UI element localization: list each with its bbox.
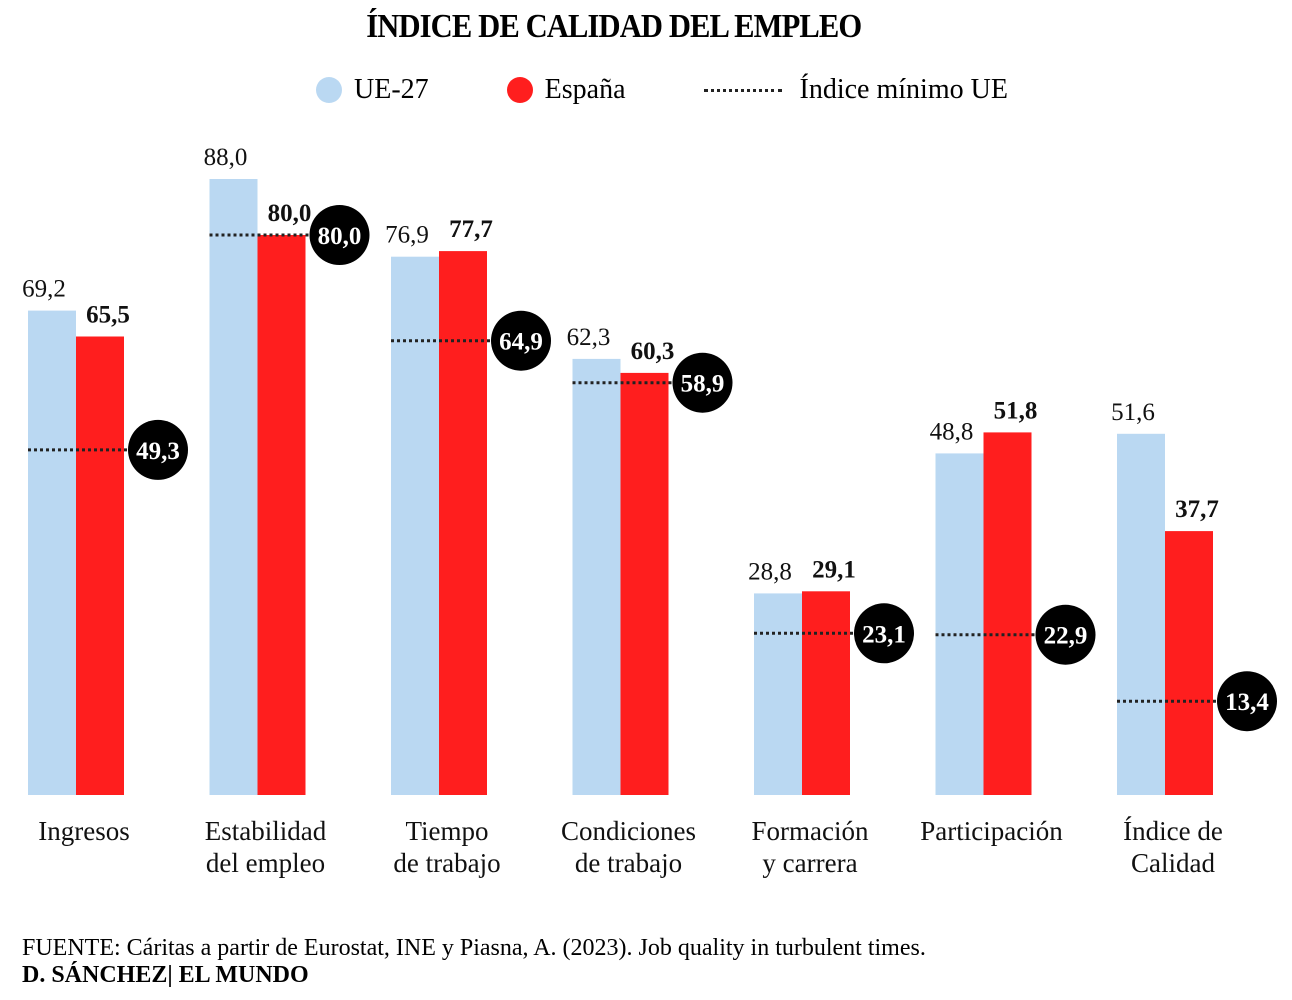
min-index-marker (309, 205, 370, 265)
bar-ue27 (391, 256, 439, 795)
legend-swatch-espana (506, 77, 533, 103)
min-index-label: 23,1 (862, 621, 906, 648)
chart-title: ÍNDICE DE CALIDAD DEL EMPLEO (366, 8, 862, 45)
min-index-marker (128, 419, 188, 480)
min-index-marker (491, 310, 551, 371)
category-label: y carrera (762, 848, 857, 878)
bar-espana (1165, 531, 1213, 795)
min-index-label: 49,3 (136, 438, 180, 465)
bar-ue27 (28, 310, 76, 795)
bar-ue27 (935, 453, 984, 795)
min-index-label: 22,9 (1044, 623, 1088, 650)
category-label: Calidad (1131, 848, 1215, 878)
data-label: 77,7 (449, 216, 493, 243)
data-label: 51,8 (994, 397, 1038, 424)
category-label: del empleo (206, 848, 325, 878)
category-label: Condiciones (561, 816, 696, 846)
bar-espana (257, 235, 306, 795)
legend: UE-27 España Índice mínimo UE (316, 74, 1086, 106)
data-label: 37,7 (1175, 496, 1219, 523)
min-index-marker (854, 603, 914, 664)
data-label: 69,2 (22, 276, 66, 303)
data-label: 76,9 (385, 222, 429, 249)
category-label: de trabajo (575, 848, 682, 878)
category-label: Ingresos (38, 816, 129, 846)
category-label: Formación (752, 816, 869, 846)
bar-espana (983, 432, 1032, 795)
legend-label: UE-27 (354, 74, 429, 105)
source-note: FUENTE: Cáritas a partir de Eurostat, IN… (22, 935, 926, 961)
bar-ue27 (1117, 433, 1165, 795)
min-index-label: 80,0 (318, 223, 362, 250)
min-index-marker (672, 352, 733, 413)
bar-espana (439, 251, 487, 796)
bar-espana (76, 336, 124, 795)
legend-label: Índice mínimo UE (799, 74, 1008, 105)
footer: FUENTE: Cáritas a partir de Eurostat, IN… (22, 935, 926, 989)
bar-espana (620, 372, 669, 795)
category-label: Índice de (1123, 816, 1223, 846)
min-index-marker (1035, 604, 1096, 665)
data-label: 28,8 (748, 558, 792, 585)
category-label: Estabilidad (205, 816, 327, 846)
category-label: Participación (920, 816, 1063, 846)
data-label: 62,3 (567, 324, 611, 351)
data-label: 48,8 (930, 418, 974, 445)
data-label: 88,0 (204, 144, 248, 171)
category-label: Tiempo (405, 816, 488, 846)
data-label: 65,5 (86, 302, 130, 329)
data-label: 60,3 (631, 338, 675, 365)
bar-ue27 (209, 179, 258, 795)
legend-ue27: UE-27 (316, 74, 429, 106)
data-label: 29,1 (812, 556, 856, 583)
legend-label: España (544, 74, 626, 105)
legend-dotted-line (703, 88, 782, 92)
credit: D. SÁNCHEZ| EL MUNDO (22, 962, 309, 988)
bar-ue27 (572, 358, 621, 795)
min-index-label: 58,9 (681, 371, 725, 398)
category-label: de trabajo (393, 848, 500, 878)
min-index-label: 64,9 (499, 329, 543, 356)
data-label: 80,0 (268, 200, 312, 227)
bar-espana (802, 591, 850, 795)
legend-min-index: Índice mínimo UE (703, 74, 1008, 106)
min-index-label: 13,4 (1225, 689, 1269, 716)
min-index-marker (1217, 671, 1277, 732)
legend-espana: España (506, 74, 626, 106)
data-label: 51,6 (1111, 399, 1155, 426)
legend-swatch-ue27 (316, 77, 342, 103)
bar-ue27 (754, 593, 802, 795)
